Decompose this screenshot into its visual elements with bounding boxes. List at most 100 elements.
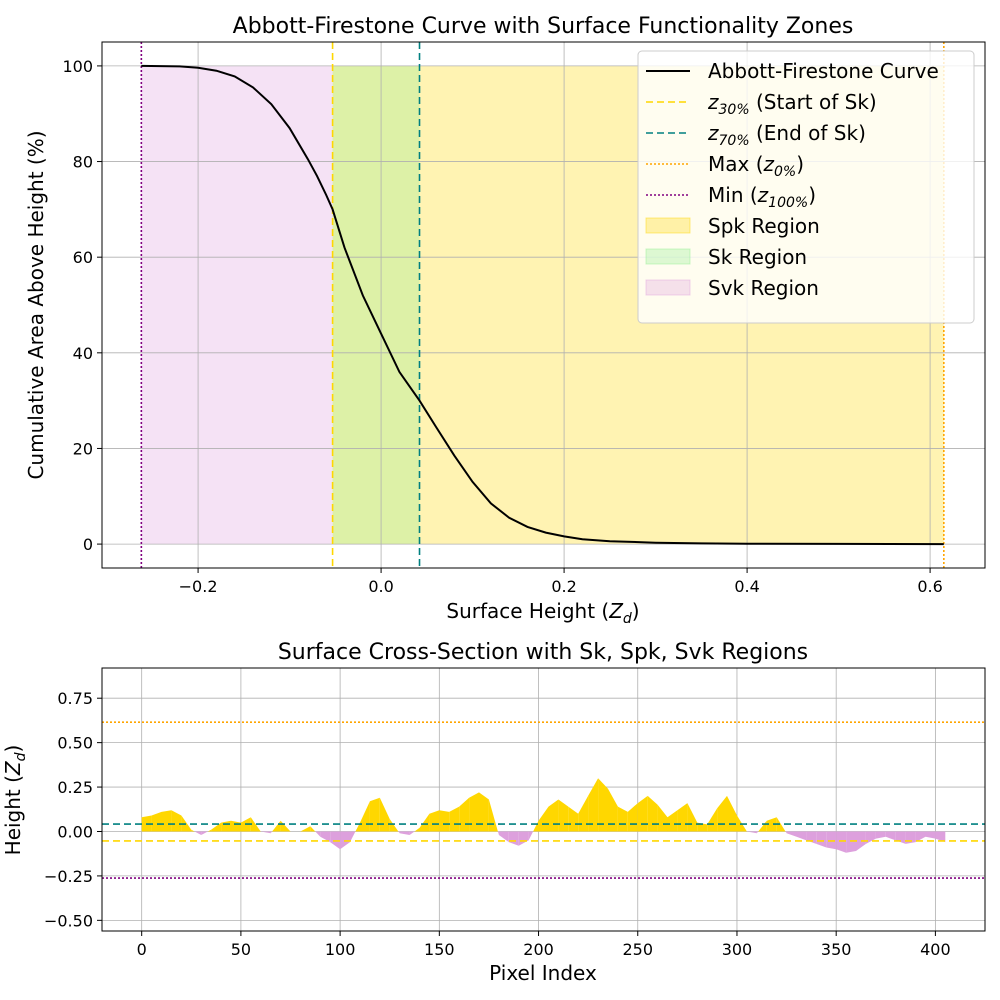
profile-peak-fill — [766, 817, 777, 832]
profile-peak-fill — [221, 820, 231, 832]
profile-valley-fill — [398, 831, 400, 834]
profile-valley-fill — [508, 831, 519, 846]
profile-peak-fill — [533, 820, 539, 832]
chart2-grid — [102, 668, 985, 931]
abbott-firestone-chart: Abbott-Firestone Curve with Surface Func… — [24, 14, 986, 627]
profile-peak-fill — [151, 811, 162, 832]
profile-peak-fill — [637, 795, 648, 832]
legend-label-line: z70% (End of Sk) — [707, 121, 866, 149]
profile-peak-fill — [300, 826, 311, 832]
chart2-ytick-label: −0.25 — [44, 867, 93, 886]
profile-valley-fill — [885, 831, 896, 841]
profile-peak-fill — [429, 810, 440, 832]
profile-peak-fill — [598, 778, 608, 832]
profile-peak-fill — [439, 810, 450, 832]
chart1-ytick-label: 80 — [73, 153, 93, 172]
profile-peak-fill — [617, 806, 628, 832]
profile-peak-fill — [717, 795, 727, 832]
profile-peak-fill — [568, 806, 579, 832]
abbott-firestone-curve — [141, 64, 944, 546]
profile-peak-fill — [488, 799, 498, 832]
profile-valley-fill — [875, 831, 886, 839]
profile-valley-fill — [856, 831, 866, 851]
chart1-yticks: 0 20 40 60 80 100 — [62, 57, 102, 554]
chart2-hlines — [102, 721, 985, 879]
chart2-xlabel: Pixel Index — [489, 961, 597, 985]
profile-valley-fill — [816, 831, 827, 848]
profile-peak-fill — [379, 797, 390, 832]
chart1-xtick-label: −0.2 — [179, 577, 218, 596]
chart2-ytick-label: 0.75 — [57, 689, 93, 708]
legend-label-curve: Abbott-Firestone Curve — [708, 59, 939, 83]
chart2-xtick-label: 50 — [231, 940, 251, 959]
chart1-xtick-label: 0.2 — [551, 577, 576, 596]
profile-valley-fill — [785, 831, 787, 834]
profile-peak-fill — [161, 810, 172, 832]
chart2-ytick-label: 0.25 — [57, 778, 93, 797]
profile-valley-fill — [836, 831, 847, 853]
profile-valley-fill — [498, 831, 509, 843]
chart2-profile-fill — [141, 778, 946, 853]
legend-box — [637, 50, 975, 324]
profile-valley-fill — [756, 831, 759, 834]
region-sk-region — [332, 65, 420, 545]
profile-valley-fill — [528, 831, 534, 841]
profile-valley-fill — [905, 831, 916, 844]
profile-valley-fill — [260, 831, 271, 834]
chart1-xtick-label: 0.4 — [734, 577, 759, 596]
profile-peak-fill — [272, 820, 281, 832]
chart2-xticks: 0 50 100 150 200 250 300 350 400 — [137, 931, 951, 959]
chart1-series — [141, 64, 944, 546]
profile-peak-fill — [558, 799, 569, 832]
profile-valley-fill — [497, 831, 499, 835]
legend-label-line: Min (z100%) — [708, 183, 816, 211]
chart1-xlabel: Surface Height (Zd) — [446, 599, 639, 627]
profile-peak-fill — [207, 829, 212, 832]
profile-peak-fill — [469, 792, 479, 832]
chart1-xticks: −0.2 0.0 0.2 0.4 0.6 — [179, 568, 943, 596]
profile-valley-fill — [786, 831, 797, 837]
region-svk-region — [141, 65, 333, 545]
chart2-xtick-label: 300 — [722, 940, 753, 959]
profile-peak-fill — [707, 808, 718, 832]
chart2-xtick-label: 400 — [920, 940, 951, 959]
chart2-xtick-label: 100 — [325, 940, 356, 959]
chart1-xtick-label: 0.6 — [917, 577, 942, 596]
profile-valley-fill — [399, 831, 410, 835]
profile-peak-fill — [181, 815, 192, 832]
profile-peak-fill — [280, 820, 291, 832]
profile-peak-fill — [231, 820, 241, 832]
chart1-ytick-label: 100 — [62, 57, 93, 76]
chart2-ylabel: Height (Zd) — [1, 745, 29, 856]
cross-section-chart: Surface Cross-Section with Sk, Spk, Svk … — [1, 640, 986, 985]
profile-valley-fill — [315, 831, 321, 837]
chart2-xtick-label: 150 — [424, 940, 455, 959]
profile-peak-fill — [369, 797, 380, 832]
profile-peak-fill — [677, 803, 688, 832]
profile-peak-fill — [608, 788, 618, 832]
legend-label-region: Svk Region — [708, 276, 819, 300]
profile-peak-fill — [697, 822, 708, 832]
profile-valley-fill — [409, 831, 415, 835]
chart1-ytick-label: 60 — [73, 248, 93, 267]
chart2-xtick-label: 250 — [622, 940, 653, 959]
chart2-xtick-label: 0 — [137, 940, 147, 959]
profile-valley-fill — [925, 831, 936, 839]
profile-peak-fill — [538, 806, 549, 832]
chart1-ytick-label: 20 — [73, 439, 93, 458]
profile-peak-fill — [389, 819, 399, 832]
chart2-ytick-label: −0.50 — [44, 911, 93, 930]
chart2-yticks: −0.50 −0.25 0.00 0.25 0.50 0.75 — [44, 689, 102, 930]
chart1-ytick-label: 0 — [83, 535, 93, 554]
chart1-ylabel: Cumulative Area Above Height (%) — [24, 130, 48, 479]
chart2-frame — [101, 667, 986, 932]
profile-valley-fill — [915, 831, 926, 843]
profile-valley-fill — [518, 831, 529, 846]
chart1-ytick-label: 40 — [73, 344, 93, 363]
legend-label-line: Max (z0%) — [708, 152, 804, 180]
profile-valley-fill — [201, 831, 208, 835]
profile-peak-fill — [250, 817, 261, 832]
profile-valley-fill — [935, 831, 946, 843]
profile-peak-fill — [360, 801, 370, 832]
